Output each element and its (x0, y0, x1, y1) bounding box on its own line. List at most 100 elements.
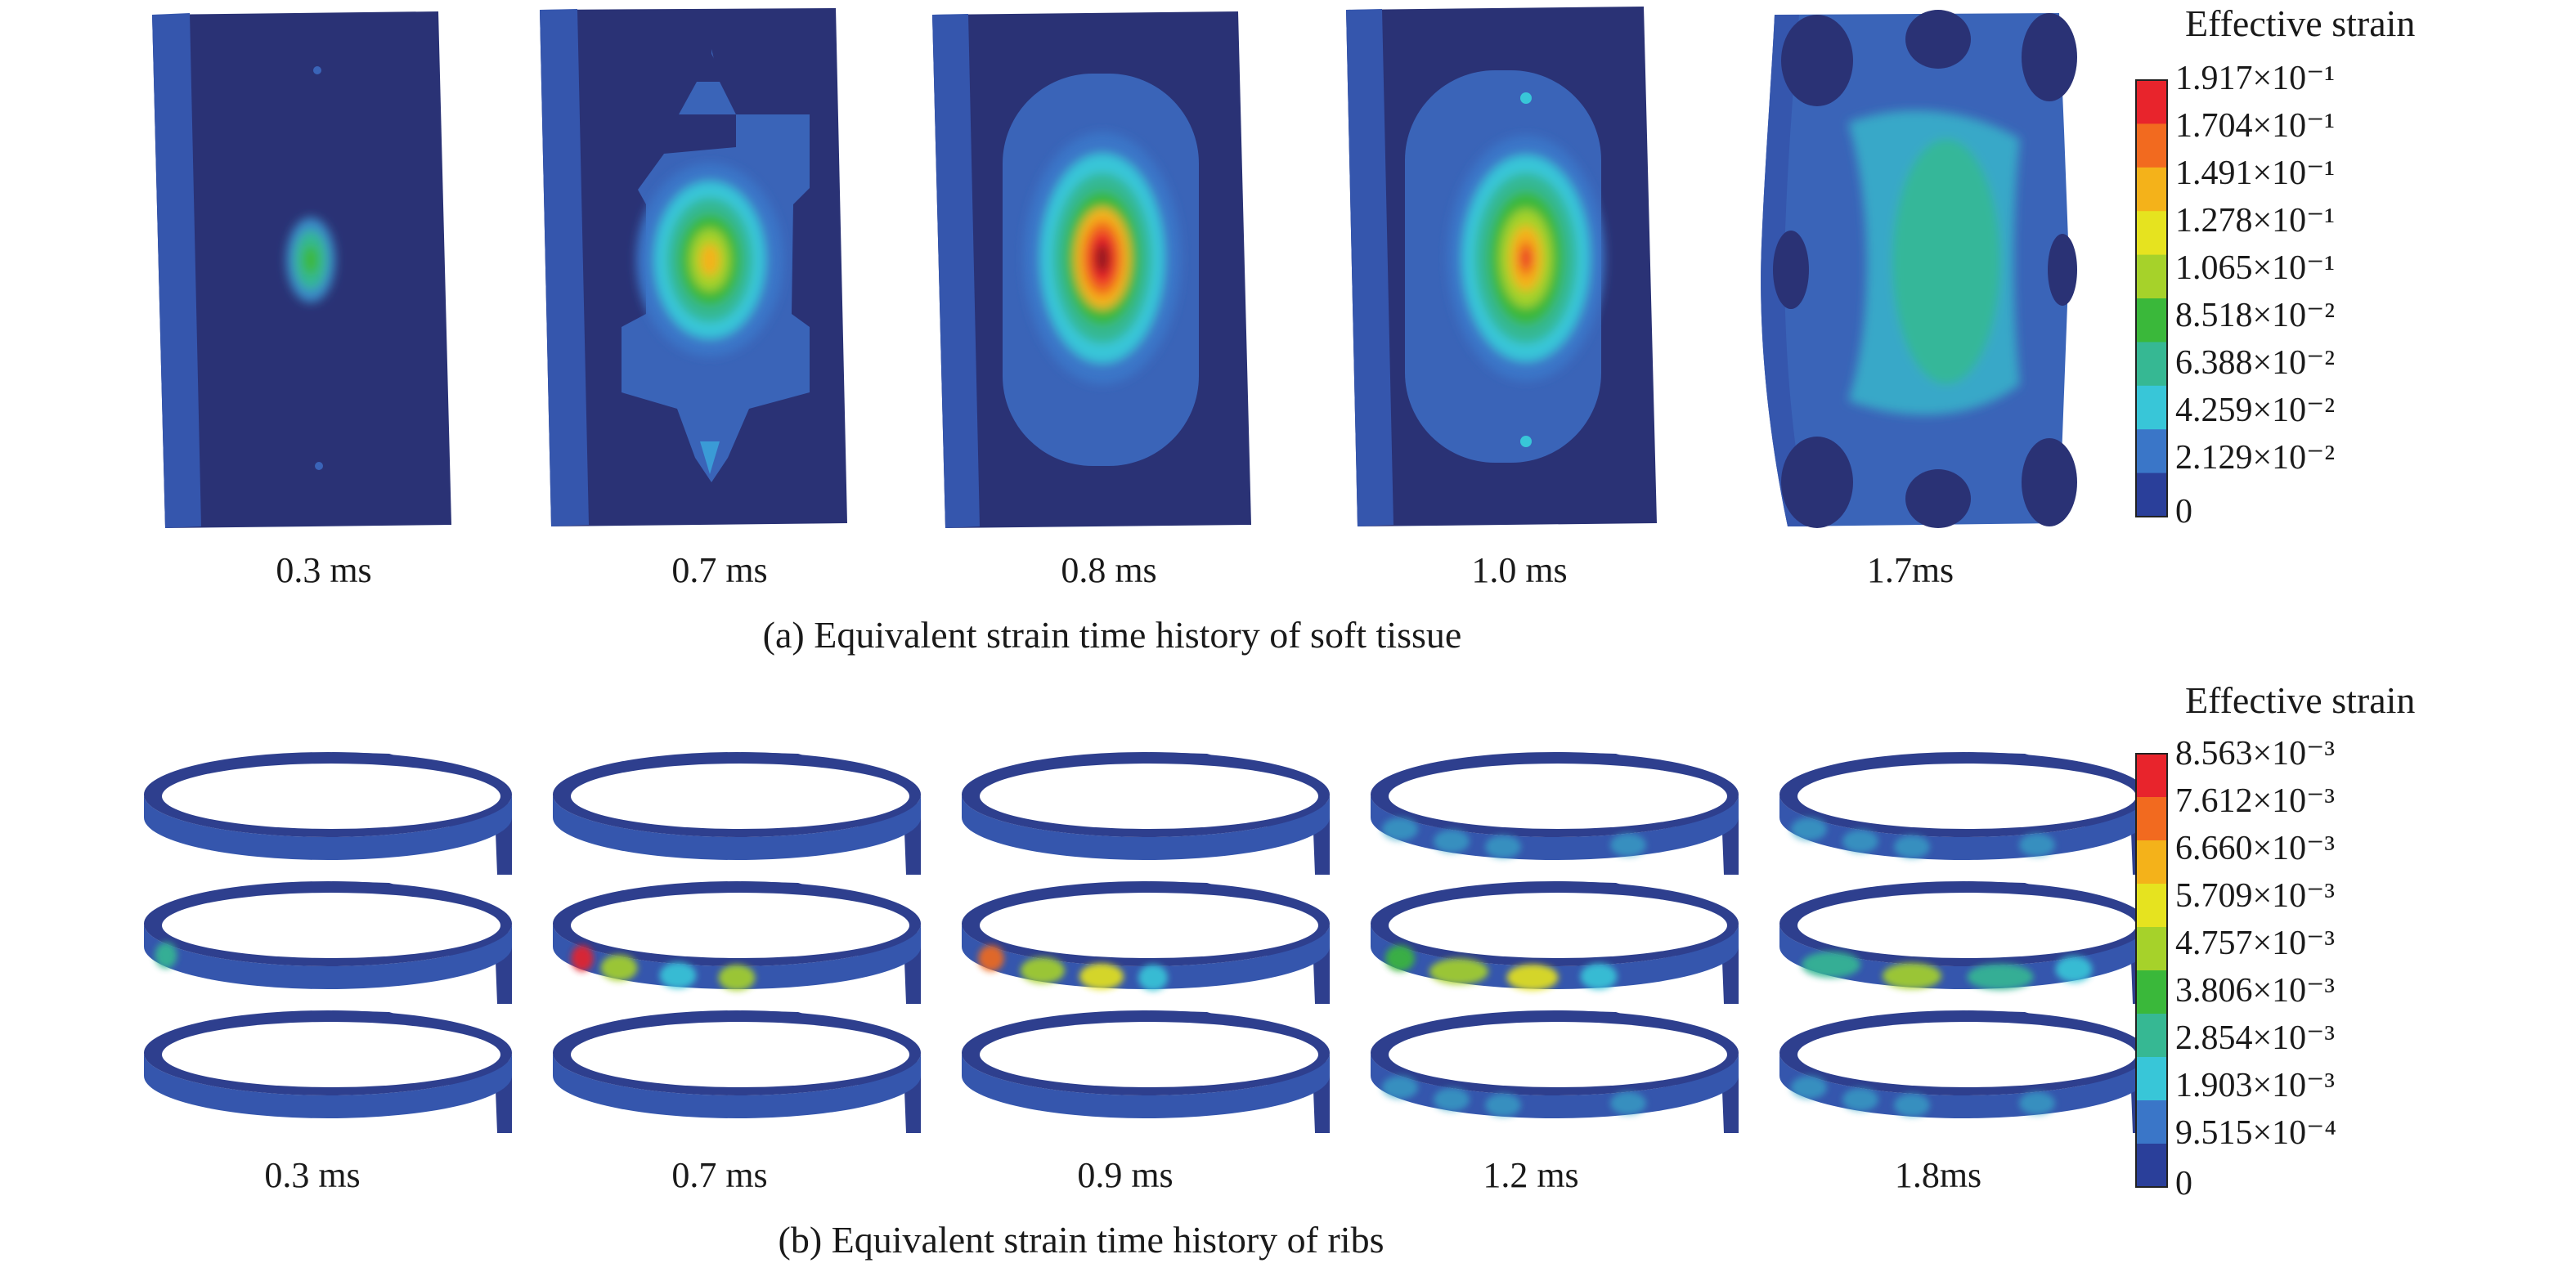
rib-band-front (144, 1053, 512, 1118)
strain-hotspot (571, 945, 594, 972)
time-label-a-3: 0.8 ms (1061, 550, 1157, 590)
rib-ring (1371, 752, 1739, 875)
legend-b-value: 4.757×10⁻³ (2175, 925, 2335, 962)
rib-ring (144, 1010, 512, 1133)
colorbar-swatch (2136, 429, 2167, 474)
strain-hotspot (1138, 964, 1168, 991)
rib-hole (162, 1022, 500, 1087)
legend-b-value: 9.515×10⁻⁴ (2175, 1114, 2336, 1152)
rib-ring (144, 881, 512, 1004)
legend-a-title: Effective strain (2185, 2, 2416, 44)
rib-group-4 (1371, 752, 1739, 1133)
rib-hole (1797, 893, 2136, 958)
colorbar-swatch (2136, 1100, 2167, 1144)
strain-hotspot (1842, 1088, 1878, 1112)
legend-a-value: 1.917×10⁻¹ (2175, 60, 2335, 97)
strain-hotspot (2055, 956, 2093, 983)
strain-hotspot (1485, 835, 1521, 858)
rib-ring (962, 1010, 1330, 1133)
legend-a-value: 1.278×10⁻¹ (2175, 202, 2335, 240)
legend-b-value: 0 (2175, 1165, 2192, 1203)
rib-band-front (553, 1053, 921, 1118)
rib-group-1 (144, 752, 512, 1133)
rib-ring (1371, 1010, 1739, 1133)
rib-ring (1371, 881, 1739, 1004)
colorbar-swatch (2136, 473, 2167, 517)
legend-a-value: 8.518×10⁻² (2175, 297, 2335, 334)
legend-b-value: 6.660×10⁻³ (2175, 830, 2335, 867)
strain-hotspot (978, 945, 1004, 972)
rib-hole (1389, 764, 1727, 829)
legend-b-value: 5.709×10⁻³ (2175, 877, 2335, 915)
rib-ring (1779, 1010, 2147, 1133)
rib-ring (1779, 752, 2147, 875)
legend-b-value: 1.903×10⁻³ (2175, 1067, 2335, 1104)
colorbar-swatch (2136, 970, 2167, 1014)
strain-hotspot (1079, 963, 1124, 990)
rib-band-front (144, 924, 512, 989)
colorbar-border (2135, 79, 2168, 517)
legend-a-value: 1.065×10⁻¹ (2175, 249, 2335, 287)
legend-a-value: 2.129×10⁻² (2175, 439, 2335, 477)
rib-hole (980, 764, 1318, 829)
strain-hotspot (1434, 1088, 1470, 1112)
time-label-a-4: 1.0 ms (1471, 550, 1568, 590)
strain-hotspot (1883, 962, 1941, 989)
colorbar-swatch (2136, 927, 2167, 971)
strain-hotspot (1385, 945, 1415, 972)
rib-hole (571, 1022, 909, 1087)
rib-hole (162, 893, 500, 958)
strain-hotspot (1610, 833, 1646, 857)
colorbar-swatch (2136, 1144, 2167, 1188)
rib-band-front (144, 795, 512, 860)
strain-hotspot (1382, 1076, 1418, 1100)
rib-hole (571, 893, 909, 958)
legend-a-value: 1.491×10⁻¹ (2175, 155, 2335, 192)
time-label-a-2: 0.7 ms (671, 550, 768, 590)
rib-hole (1797, 1022, 2136, 1087)
ribs-layer (144, 752, 2147, 1133)
time-label-a-1: 0.3 ms (276, 550, 372, 590)
rib-hole (1389, 893, 1727, 958)
strain-hotspot (1894, 1093, 1930, 1117)
strain-hotspot (1610, 1091, 1646, 1115)
rib-hole (571, 764, 909, 829)
strain-hotspot (1842, 830, 1878, 853)
caption-panel-a: (a) Equivalent strain time history of so… (762, 614, 1462, 656)
legend-a-value: 4.259×10⁻² (2175, 392, 2335, 429)
strain-hotspot (1791, 817, 1827, 841)
strain-hotspot (1429, 958, 1488, 985)
rib-band-front (553, 795, 921, 860)
legend-a-value: 0 (2175, 493, 2192, 531)
colorbar-swatch (2136, 385, 2167, 430)
strain-hotspot (2019, 1091, 2055, 1115)
strain-hotspot (1021, 957, 1065, 984)
strain-hotspot (659, 962, 697, 989)
rib-group-3 (962, 752, 1330, 1133)
time-label-b-2: 0.7 ms (671, 1155, 768, 1195)
rib-band-front (962, 795, 1330, 860)
strain-hotspot (1485, 1093, 1521, 1117)
colorbar-swatch (2136, 254, 2167, 299)
strain-hotspot (1580, 963, 1618, 990)
legend-b-title: Effective strain (2185, 679, 2416, 721)
strain-hotspot (718, 965, 756, 991)
rib-ring (553, 881, 921, 1004)
time-label-b-5: 1.8ms (1894, 1155, 1982, 1195)
colorbar-swatch (2136, 884, 2167, 928)
strain-hotspot (2019, 833, 2055, 857)
plate-0.7ms (540, 8, 847, 526)
rib-ring (553, 1010, 921, 1133)
rib-band-front (553, 924, 921, 989)
legend-a-colorbar (2135, 79, 2168, 517)
colorbar-swatch (2136, 80, 2167, 124)
plate-0.8ms (932, 11, 1251, 528)
plate-0.3ms (152, 11, 451, 528)
colorbar-swatch (2136, 342, 2167, 387)
plate-1.7ms (1761, 10, 2077, 528)
legend-b-colorbar (2135, 753, 2168, 1188)
rib-ring (144, 752, 512, 875)
colorbar-swatch (2136, 1057, 2167, 1101)
colorbar-swatch (2136, 211, 2167, 256)
